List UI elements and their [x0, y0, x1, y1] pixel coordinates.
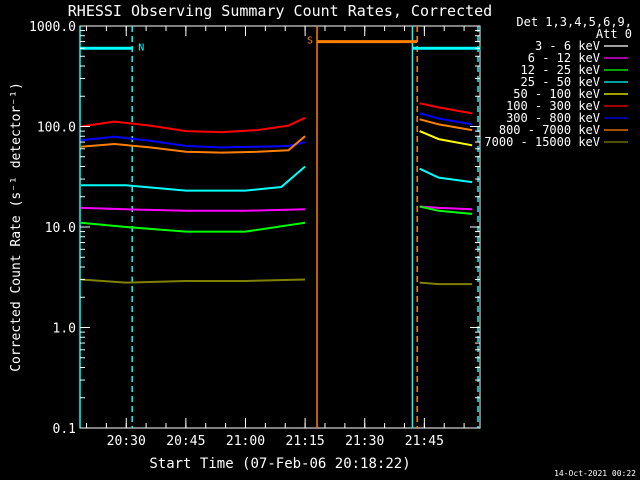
y-tick-label: 1000.0: [29, 20, 76, 35]
series-line: [80, 135, 306, 149]
y-tick-label: 10.0: [45, 221, 76, 236]
y-axis: 0.1 1.0 10.0 100.0 1000.0: [29, 20, 480, 437]
plot-area: NS: [79, 25, 481, 429]
legend-label: 25 - 50 keV: [521, 75, 600, 89]
series-line: [80, 206, 306, 212]
x-axis: 20:30 20:45 21:00 21:15 21:30 21:45: [85, 26, 465, 449]
y-axis-label: Corrected Count Rate (s⁻¹ detector⁻¹): [9, 82, 24, 372]
flag-label: N: [138, 42, 144, 53]
legend-label: 7000 - 15000 keV: [484, 135, 600, 149]
x-axis-label: Start Time (07-Feb-06 20:18:22): [149, 456, 410, 472]
x-tick-label: 20:45: [166, 434, 205, 449]
legend-label: 12 - 25 keV: [521, 63, 600, 77]
series-line: [80, 278, 306, 284]
flag-label: S: [307, 36, 313, 47]
chart-title: RHESSI Observing Summary Count Rates, Co…: [68, 2, 492, 20]
series-line: [419, 130, 473, 147]
legend-label: 300 - 800 keV: [506, 111, 600, 125]
series-line: [80, 135, 306, 154]
legend-label: 800 - 7000 keV: [499, 123, 600, 137]
series-line: [419, 281, 473, 286]
series-line: [80, 221, 306, 233]
x-tick-label: 20:30: [107, 434, 146, 449]
legend-label: 50 - 100 keV: [513, 87, 600, 101]
x-tick-label: 21:45: [405, 434, 444, 449]
x-tick-label: 21:00: [226, 434, 265, 449]
footer-timestamp: 14-Oct-2021 00:22: [554, 469, 636, 478]
legend-label: 100 - 300 keV: [506, 99, 600, 113]
legend-header-line-1: Det 1,3,4,5,6,9,: [516, 15, 632, 29]
series-line: [419, 112, 473, 126]
series-line: [80, 165, 306, 192]
series-line: [419, 167, 473, 184]
y-tick-label: 1.0: [53, 322, 76, 337]
legend-label: 6 - 12 keV: [528, 51, 600, 65]
series-line: [419, 118, 473, 132]
legend-label: 3 - 6 keV: [535, 39, 600, 53]
series-line: [419, 205, 473, 215]
y-tick-label: 100.0: [37, 121, 76, 136]
series-line: [80, 263, 306, 333]
x-tick-label: 21:15: [286, 434, 325, 449]
legend-header-line-2: Att 0: [596, 27, 632, 41]
y-tick-label: 0.1: [53, 422, 76, 437]
series-line: [80, 116, 306, 134]
x-tick-label: 21:30: [345, 434, 384, 449]
series-line: [419, 102, 473, 115]
